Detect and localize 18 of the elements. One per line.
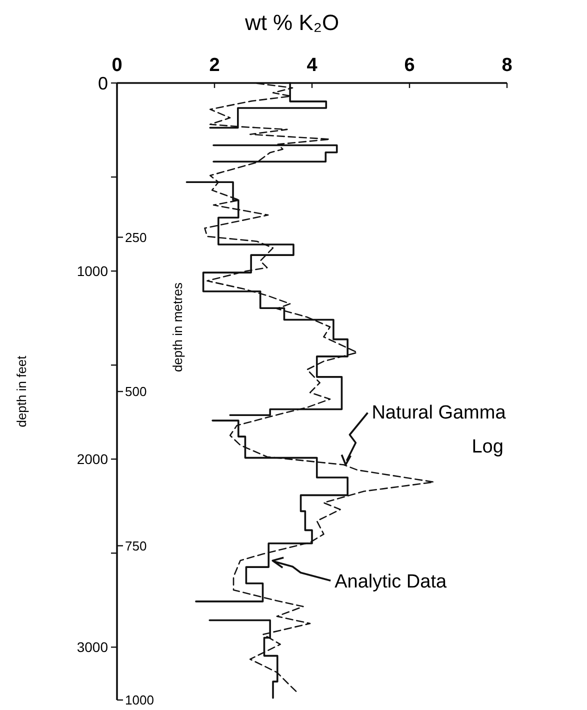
- y2-tick-label: 250: [125, 230, 147, 245]
- y2-tick-label: 500: [125, 384, 147, 400]
- y-tick-label: 0: [98, 73, 108, 94]
- y2-tick-label: 1000: [125, 692, 154, 708]
- x-tick-label: 6: [404, 55, 415, 76]
- x-tick-label: 2: [209, 55, 220, 76]
- y-tick-label: 1000: [76, 262, 108, 279]
- y-axis-title: depth in feet: [14, 355, 29, 428]
- x-tick-label: 4: [306, 55, 318, 76]
- y2-axis-title: depth in metres: [170, 282, 185, 372]
- annotation: Analytic Data: [334, 572, 447, 593]
- x-tick-label: 0: [112, 55, 122, 76]
- y-tick-label: 3000: [76, 639, 108, 656]
- x-axis-title: wt % K₂O: [244, 10, 340, 35]
- x-tick-label: 8: [502, 55, 512, 76]
- y2-tick-label: 750: [125, 538, 147, 554]
- annotation: Natural Gamma Log: [372, 402, 506, 458]
- y-tick-label: 2000: [76, 451, 108, 468]
